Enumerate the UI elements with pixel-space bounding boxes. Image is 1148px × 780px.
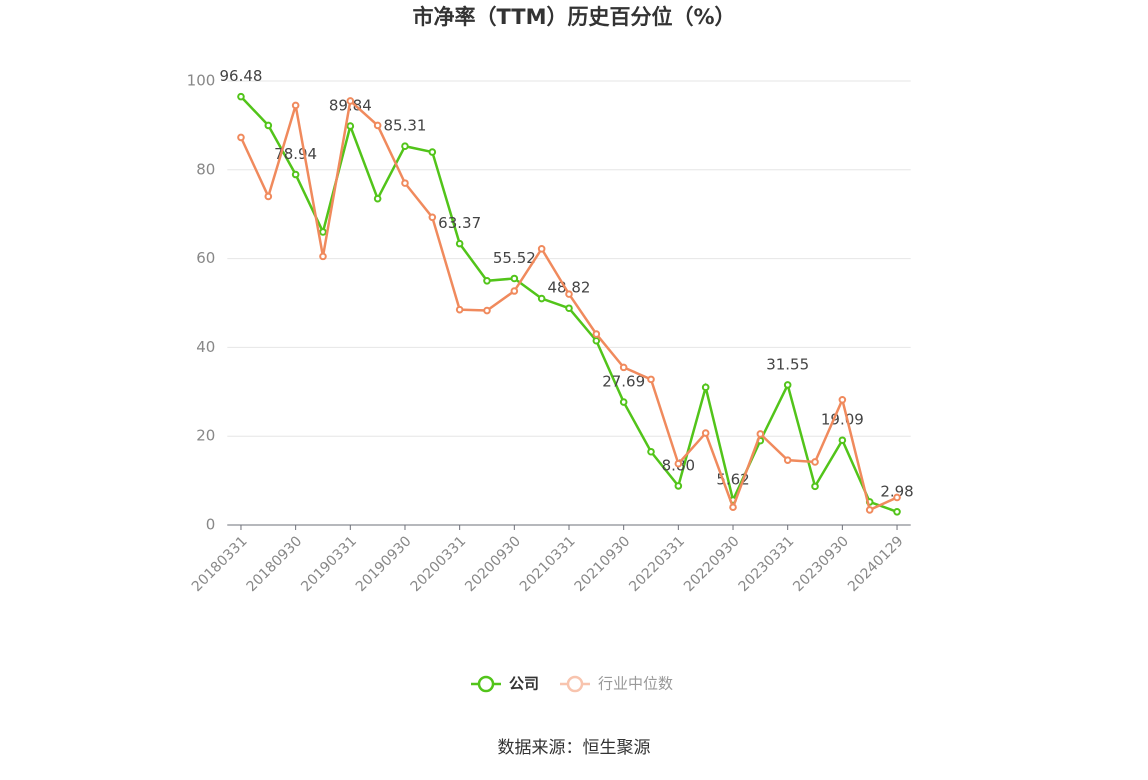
legend-marker bbox=[566, 675, 584, 693]
data-point bbox=[756, 430, 765, 438]
legend-label: 行业中位数 bbox=[598, 675, 673, 693]
x-tick-label: 20180930 bbox=[244, 533, 306, 595]
data-point bbox=[783, 456, 792, 464]
x-tick-label: 20220930 bbox=[681, 533, 743, 595]
data-point bbox=[701, 383, 710, 392]
legend-marker bbox=[477, 675, 495, 693]
x-tick-label: 20240129 bbox=[845, 533, 907, 595]
data-point bbox=[729, 503, 737, 512]
x-tick-label: 20200331 bbox=[408, 533, 470, 595]
data-label: 96.48 bbox=[219, 67, 262, 85]
data-label: 27.69 bbox=[602, 373, 645, 391]
data-point bbox=[811, 458, 819, 466]
data-point bbox=[319, 252, 327, 261]
data-point bbox=[455, 305, 464, 314]
data-point bbox=[701, 429, 710, 437]
data-point bbox=[510, 274, 519, 283]
data-point bbox=[674, 482, 683, 490]
data-point bbox=[483, 277, 491, 285]
data-point bbox=[483, 306, 491, 315]
x-tick-label: 20190331 bbox=[298, 533, 360, 595]
data-point bbox=[647, 447, 655, 456]
data-point bbox=[428, 213, 437, 222]
data-point bbox=[346, 122, 355, 130]
data-point bbox=[592, 336, 601, 345]
data-point bbox=[565, 290, 573, 298]
x-tick-label: 20200930 bbox=[462, 533, 524, 595]
data-label: 2.98 bbox=[880, 482, 913, 500]
source-note: 数据来源：恒生聚源 bbox=[498, 738, 651, 758]
x-tick-label: 20210930 bbox=[572, 533, 634, 595]
data-point bbox=[373, 121, 382, 130]
legend-label: 公司 bbox=[509, 675, 539, 693]
data-point bbox=[893, 507, 901, 516]
data-point bbox=[373, 194, 382, 203]
data-point bbox=[428, 148, 437, 156]
data-point bbox=[319, 228, 327, 236]
data-point bbox=[619, 363, 628, 372]
data-point bbox=[674, 459, 683, 468]
data-point bbox=[537, 294, 546, 303]
data-point bbox=[455, 239, 464, 248]
data-point bbox=[865, 506, 874, 514]
y-tick-label: 20 bbox=[196, 427, 215, 445]
x-tick-label: 20230930 bbox=[790, 533, 852, 595]
x-tick-label: 20230331 bbox=[736, 533, 798, 595]
data-point bbox=[291, 170, 300, 179]
x-tick-label: 20210331 bbox=[517, 533, 579, 595]
y-tick-label: 60 bbox=[196, 249, 215, 267]
data-point bbox=[647, 375, 655, 384]
data-label: 55.52 bbox=[493, 249, 536, 267]
chart-title: 市净率（TTM）历史百分位（%） bbox=[412, 5, 735, 29]
data-point bbox=[783, 381, 792, 389]
data-point bbox=[565, 304, 573, 313]
data-label: 48.82 bbox=[548, 279, 591, 297]
data-point bbox=[346, 97, 355, 105]
data-point bbox=[510, 287, 519, 295]
y-tick-label: 40 bbox=[196, 338, 215, 356]
y-tick-label: 100 bbox=[187, 72, 216, 90]
data-point bbox=[592, 330, 601, 338]
data-point bbox=[401, 179, 409, 187]
data-label: 85.31 bbox=[384, 117, 427, 135]
data-point bbox=[838, 395, 847, 404]
data-point bbox=[401, 142, 409, 151]
data-point bbox=[237, 133, 245, 142]
x-tick-label: 20180331 bbox=[189, 533, 251, 595]
data-point bbox=[291, 101, 300, 110]
y-tick-label: 0 bbox=[206, 516, 216, 534]
data-point bbox=[893, 493, 901, 502]
data-label: 63.37 bbox=[438, 214, 481, 232]
data-point bbox=[264, 121, 273, 130]
y-tick-label: 80 bbox=[196, 160, 215, 178]
data-label: 31.55 bbox=[766, 355, 809, 373]
data-point bbox=[264, 192, 273, 201]
data-label: 19.09 bbox=[821, 411, 864, 429]
data-point bbox=[237, 92, 245, 101]
data-point bbox=[619, 398, 628, 406]
data-point bbox=[811, 482, 819, 491]
data-point bbox=[838, 436, 847, 445]
x-tick-label: 20220331 bbox=[626, 533, 688, 595]
x-tick-label: 20190930 bbox=[353, 533, 415, 595]
data-point bbox=[537, 245, 546, 253]
